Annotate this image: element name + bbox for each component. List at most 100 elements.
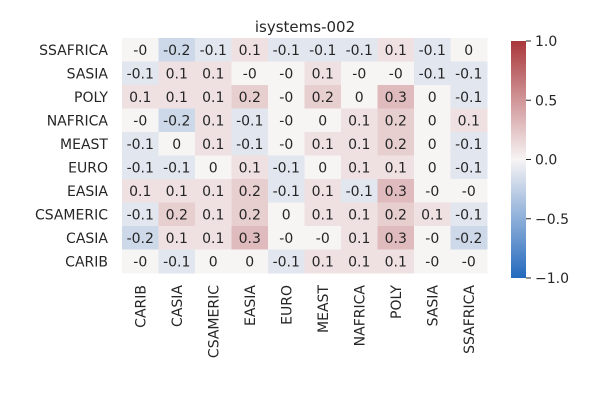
heatmap-cell <box>122 108 159 133</box>
heatmap-cell <box>450 155 488 180</box>
cell-value-label: 0.1 <box>348 231 370 247</box>
heatmap-cell <box>414 179 451 203</box>
cell-value-label: 0.1 <box>166 231 188 247</box>
heatmap-cell <box>231 61 269 86</box>
heatmap-cell <box>268 38 305 62</box>
cell-value-label: -0.1 <box>455 66 482 82</box>
heatmap-cell <box>377 85 415 109</box>
heatmap-cell <box>158 61 196 86</box>
heatmap-cell <box>268 61 305 86</box>
heatmap-cell <box>158 155 196 180</box>
cell-value-label: -0 <box>279 90 293 106</box>
row-tick-label: NAFRICA <box>47 113 109 129</box>
heatmap-cell <box>195 38 232 62</box>
heatmap-cell <box>304 132 342 156</box>
heatmap-cell <box>450 202 488 227</box>
column-tick-label: CSAMERIC <box>206 285 222 358</box>
heatmap-cell <box>122 85 159 109</box>
heatmap-cell <box>268 226 305 250</box>
cell-value-label: 0.3 <box>385 184 407 200</box>
cell-value-label: 0.2 <box>312 90 334 106</box>
heatmap-cell <box>122 132 159 156</box>
row-tick-label: POLY <box>74 90 108 106</box>
heatmap-cell <box>231 202 269 227</box>
cell-value-label: -0 <box>243 66 257 82</box>
cell-value-label: -0.1 <box>309 43 336 59</box>
cell-value-label: 0.3 <box>385 231 407 247</box>
cell-value-label: -0 <box>279 231 293 247</box>
cell-value-label: 0 <box>245 254 254 270</box>
cell-value-label: 0.1 <box>348 254 370 270</box>
heatmap-cell <box>377 155 415 180</box>
cell-value-label: 0.1 <box>202 207 224 223</box>
cell-value-label: -0 <box>133 113 147 129</box>
heatmap-cell <box>268 85 305 109</box>
heatmap-cell <box>450 85 488 109</box>
heatmap-cell <box>341 179 378 203</box>
column-tick-label: SASIA <box>425 285 441 327</box>
column-tick-label: POLY <box>389 285 405 319</box>
cell-value-label: -0.1 <box>127 207 154 223</box>
heatmap-cell <box>304 61 342 86</box>
heatmap-cell <box>158 108 196 133</box>
cell-value-label: 0.3 <box>385 90 407 106</box>
cell-value-label: 0.1 <box>166 66 188 82</box>
cell-value-label: 0 <box>355 90 364 106</box>
row-tick-label: CSAMERIC <box>35 207 108 223</box>
heatmap-cell <box>304 108 342 133</box>
heatmap-cell <box>377 179 415 203</box>
cell-value-label: -0 <box>133 254 147 270</box>
column-tick-label: CARIB <box>133 285 149 328</box>
heatmap-cell <box>304 85 342 109</box>
cell-value-label: 0 <box>209 160 218 176</box>
cell-value-label: 0.1 <box>421 207 443 223</box>
colorbar-tick-label: 1.0 <box>535 34 557 50</box>
heatmap-cell <box>341 249 378 274</box>
cell-value-label: -0.1 <box>236 137 263 153</box>
heatmap-cell <box>268 249 305 274</box>
row-tick-label: EASIA <box>67 184 108 200</box>
cell-value-label: 0 <box>464 43 473 59</box>
cell-value-label: 0.2 <box>239 207 261 223</box>
cell-value-label: -0 <box>352 66 366 82</box>
colorbar-gradient <box>511 41 526 278</box>
heatmap-cell <box>158 179 196 203</box>
column-tick-label: CASIA <box>170 285 186 327</box>
cell-value-label: 0.1 <box>458 113 480 129</box>
heatmap-cell <box>414 108 451 133</box>
cell-value-label: 0.1 <box>129 90 151 106</box>
heatmap-cell <box>195 85 232 109</box>
cell-value-label: 0 <box>428 113 437 129</box>
row-tick-label: SASIA <box>67 66 109 82</box>
heatmap-cell <box>231 179 269 203</box>
cell-value-label: 0.1 <box>312 207 334 223</box>
cell-value-label: -0.1 <box>273 160 300 176</box>
column-tick-label: MEAST <box>316 285 332 333</box>
heatmap-cell <box>341 202 378 227</box>
heatmap-cell <box>304 226 342 250</box>
cell-value-label: 0.1 <box>312 66 334 82</box>
heatmap-cell <box>341 226 378 250</box>
heatmap-cell <box>195 61 232 86</box>
heatmap-cell <box>450 132 488 156</box>
cell-value-label: -0.1 <box>455 160 482 176</box>
cell-value-label: 0.1 <box>348 207 370 223</box>
heatmap-cell <box>414 61 451 86</box>
colorbar-tick-label: −1.0 <box>535 271 569 287</box>
heatmap-cell <box>122 38 159 62</box>
row-tick-label: MEAST <box>60 137 108 153</box>
row-tick-label: EURO <box>68 160 108 176</box>
row-tick-label: CARIB <box>65 254 108 270</box>
cell-value-label: -0 <box>425 231 439 247</box>
row-labels: SSAFRICA SASIA POLY NAFRICA MEAST EURO EASIA CS… <box>35 43 108 271</box>
heatmap-cell <box>268 108 305 133</box>
heatmap-cell <box>341 61 378 86</box>
colorbar: 1.0 0.5 0.0 −0.5 −1.0 <box>511 34 569 287</box>
cell-value-label: -0.2 <box>163 43 190 59</box>
heatmap-cell <box>414 85 451 109</box>
cell-value-label: 0.1 <box>385 160 407 176</box>
heatmap-cell <box>341 108 378 133</box>
heatmap-cell <box>304 202 342 227</box>
heatmap-cell <box>268 155 305 180</box>
